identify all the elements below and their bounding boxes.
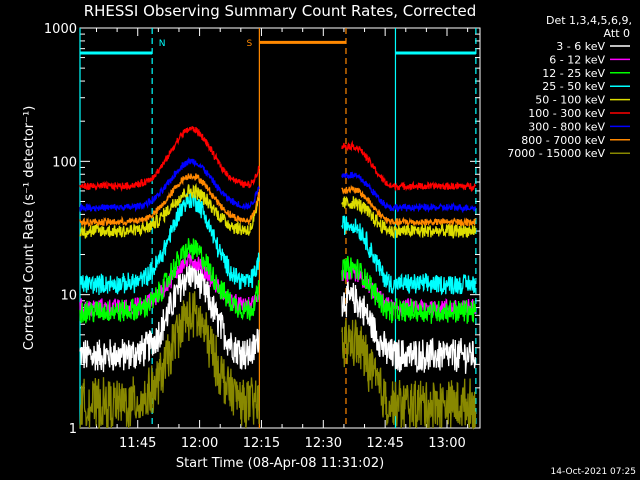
series-line [79, 238, 477, 324]
y-tick-label: 10 [60, 289, 77, 304]
series-line [79, 291, 477, 430]
legend-entry-label: 7000 - 15000 keV [507, 147, 605, 160]
y-axis-label: Corrected Count Rate (s⁻¹ detector⁻¹) [22, 106, 37, 351]
series-line [79, 126, 477, 193]
x-tick-label: 12:45 [366, 436, 403, 451]
x-axis-label: Start Time (08-Apr-08 11:31:02) [176, 456, 384, 471]
legend-header-line-2: Att 0 [604, 27, 630, 40]
x-axis: 11:45 12:00 12:15 12:30 12:45 13:00 [95, 28, 469, 451]
legend-entry-label: 800 - 7000 keV [521, 134, 605, 147]
series-line [79, 173, 477, 228]
series-line [79, 157, 477, 214]
x-tick-label: 13:00 [428, 436, 465, 451]
flag-label: S [247, 39, 253, 49]
legend-entry-label: 6 - 12 keV [549, 53, 605, 66]
legend-entry-label: 25 - 50 keV [542, 80, 605, 93]
y-axis: 1 10 100 1000 [44, 22, 480, 437]
x-tick-label: 11:45 [119, 436, 156, 451]
y-tick-label: 100 [52, 155, 77, 170]
y-tick-label: 1 [69, 422, 77, 437]
legend-entry-label: 12 - 25 keV [542, 67, 605, 80]
x-tick-label: 12:15 [243, 436, 280, 451]
legend-header-line-1: Det 1,3,4,5,6,9, [546, 14, 632, 27]
flag-label: N [159, 39, 166, 49]
legend-entry-label: 300 - 800 keV [528, 120, 605, 133]
chart-title: RHESSI Observing Summary Count Rates, Co… [84, 2, 477, 20]
y-tick-label: 1000 [44, 22, 77, 37]
series-lines [79, 126, 477, 430]
legend-entry-label: 50 - 100 keV [535, 94, 605, 107]
series-line [79, 260, 477, 374]
legend-entry-label: 3 - 6 keV [556, 40, 605, 53]
legend-entry-label: 100 - 300 keV [528, 107, 605, 120]
timestamp: 14-Oct-2021 07:25 [551, 467, 636, 477]
series-line [79, 182, 477, 239]
series-line [79, 189, 477, 296]
x-tick-label: 12:00 [181, 436, 218, 451]
x-tick-label: 12:30 [305, 436, 342, 451]
